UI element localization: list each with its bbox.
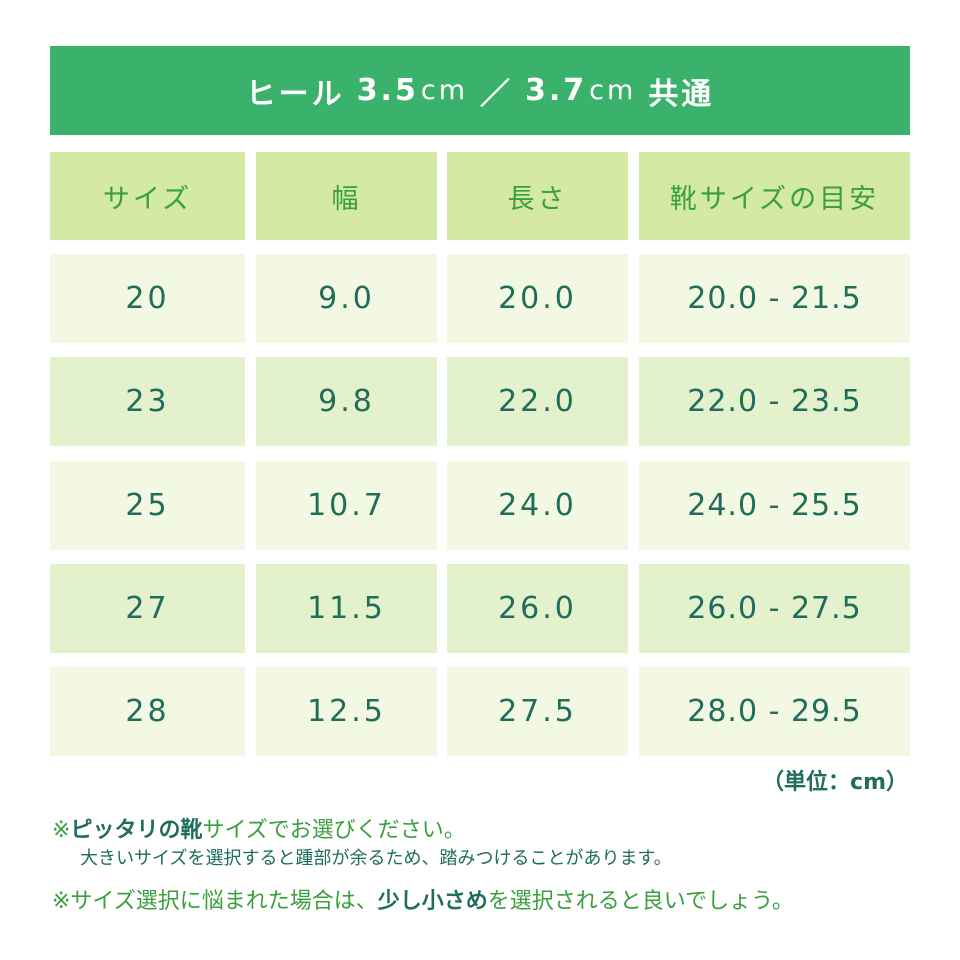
note: ※ピッタリの靴サイズでお選びください。 (52, 812, 466, 844)
table-cell: 28 (50, 667, 245, 756)
table-cell: 27 (50, 564, 245, 653)
title-part: cm (420, 75, 468, 106)
note-emphasis: ピッタリの靴 (70, 818, 203, 843)
note-text: ※ (52, 818, 71, 843)
table-cell: 23 (50, 357, 245, 446)
table-cell: 11.5 (256, 564, 437, 653)
column-header: サイズ (50, 152, 245, 240)
column-header: 靴サイズの目安 (639, 152, 910, 240)
note-emphasis: 少し小さめ (377, 889, 488, 914)
table-cell: 9.0 (256, 254, 437, 343)
table-cell: 28.0 - 29.5 (639, 667, 910, 756)
note-text: サイズでお選びください。 (202, 818, 466, 843)
note-text: を選択されると良いでしょう。 (487, 889, 794, 914)
title-part: 共通 (648, 76, 715, 112)
table-cell: 25 (50, 461, 245, 550)
table-cell: 9.8 (256, 357, 437, 446)
note-text: ※サイズ選択に悩まれた場合は、 (52, 889, 378, 914)
title-part: cm (589, 75, 637, 106)
table-cell: 20.0 - 21.5 (639, 254, 910, 343)
note: ※サイズ選択に悩まれた場合は、少し小さめを選択されると良いでしょう。 (52, 883, 794, 915)
table-cell: 12.5 (256, 667, 437, 756)
table-cell: 22.0 - 23.5 (639, 357, 910, 446)
table-cell: 20.0 (447, 254, 628, 343)
table-cell: 26.0 (447, 564, 628, 653)
table-cell: 22.0 (447, 357, 628, 446)
table-cell: 24.0 (447, 461, 628, 550)
title-part: 3.5 (356, 73, 419, 108)
table-cell: 27.5 (447, 667, 628, 756)
title-part: ／ (480, 76, 513, 112)
table-cell: 20 (50, 254, 245, 343)
unit-label: （単位：cm） (762, 770, 908, 795)
column-header: 幅 (256, 152, 437, 240)
table-cell: 24.0 - 25.5 (639, 461, 910, 550)
column-header: 長さ (447, 152, 628, 240)
title-part: ヒール (245, 76, 345, 112)
title-part: 3.7 (525, 73, 588, 108)
table-cell: 10.7 (256, 461, 437, 550)
title-banner: ヒール 3.5 cm ／ 3.7 cm 共通 (50, 46, 910, 135)
table-cell: 26.0 - 27.5 (639, 564, 910, 653)
note-sub: 大きいサイズを選択すると踵部が余るため、踏みつけることがあります。 (80, 848, 672, 869)
